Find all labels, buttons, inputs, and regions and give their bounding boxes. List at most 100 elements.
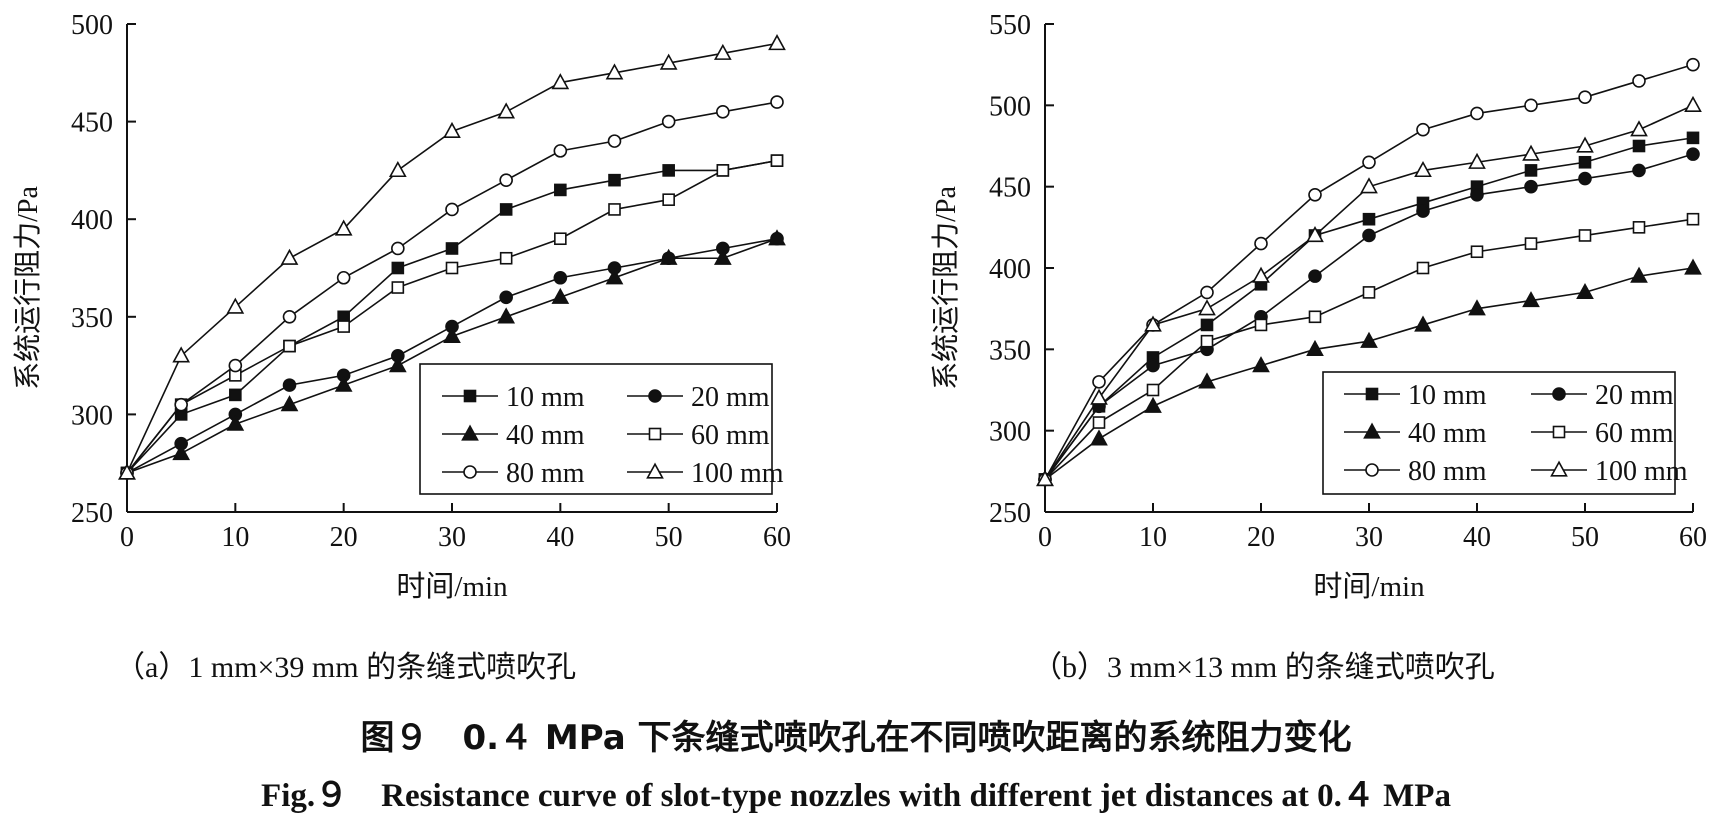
x-tick-label: 30 (1355, 522, 1383, 553)
x-tick-label: 20 (1247, 522, 1275, 553)
data-point (1522, 144, 1540, 161)
legend-marker (646, 462, 664, 479)
data-point (499, 203, 513, 216)
data-point (551, 287, 570, 304)
data-point (661, 114, 676, 129)
data-point (226, 297, 245, 314)
y-tick-label: 250 (989, 498, 1031, 529)
y-tick-label: 550 (989, 10, 1031, 41)
x-tick-label: 60 (1679, 522, 1707, 553)
x-tick-label: 10 (1139, 522, 1167, 553)
data-point (1686, 131, 1700, 145)
data-point (1576, 136, 1594, 153)
data-point (336, 270, 351, 285)
data-point (280, 248, 299, 265)
data-point (1414, 160, 1432, 178)
data-point (445, 242, 459, 255)
data-point (1362, 228, 1376, 243)
data-point (1416, 261, 1430, 275)
data-point (662, 164, 675, 177)
data-point (1578, 155, 1592, 169)
y-tick-label: 250 (71, 498, 113, 529)
data-point (1632, 139, 1646, 153)
y-axis-label: 系统运行阻力/Pa (930, 186, 962, 390)
data-point (713, 248, 732, 265)
data-point (659, 248, 678, 265)
data-point (1090, 429, 1108, 446)
legend-marker (648, 427, 662, 441)
data-point (228, 358, 243, 373)
data-point (1470, 106, 1484, 121)
legend-label: 80 mm (1408, 456, 1487, 487)
figure-caption-cn: 图９ 0.４ MPa 下条缝式喷吹孔在不同喷吹距离的系统阻力变化 (360, 718, 1352, 758)
y-tick-label: 300 (989, 417, 1031, 448)
data-point (1146, 383, 1160, 397)
data-point (713, 43, 732, 60)
data-point (1686, 212, 1700, 226)
x-tick-label: 20 (330, 522, 358, 553)
data-point (1308, 188, 1322, 202)
series-100-mm (118, 34, 786, 480)
data-point (1254, 318, 1268, 332)
data-point (334, 219, 353, 236)
data-point (1144, 315, 1162, 332)
legend-label: 20 mm (1595, 380, 1674, 411)
data-point (1684, 95, 1702, 112)
data-point (554, 183, 567, 197)
subcaption-b: （b）3 mm×13 mm 的条缝式喷吹孔 (1032, 651, 1495, 684)
data-point (1198, 372, 1216, 389)
data-point (1090, 388, 1108, 405)
data-point (1578, 171, 1592, 186)
legend-label: 80 mm (506, 458, 585, 489)
series-60-mm (1038, 212, 1700, 486)
x-tick-label: 30 (438, 522, 466, 553)
data-point (716, 164, 730, 177)
subcaption-a: （a）1 mm×39 mm 的条缝式喷吹孔 (115, 651, 577, 684)
x-tick-label: 40 (1463, 522, 1491, 553)
data-point (1252, 266, 1270, 283)
data-point (1146, 358, 1160, 373)
data-point (443, 326, 461, 343)
legend-marker (1552, 387, 1566, 401)
data-point (391, 261, 405, 275)
legend-marker (461, 424, 479, 441)
y-tick-label: 350 (71, 303, 113, 334)
x-axis-label: 时间/min (396, 570, 508, 603)
data-point (1306, 226, 1324, 243)
data-point (334, 375, 353, 392)
x-tick-label: 10 (221, 522, 249, 553)
data-point (1198, 299, 1216, 316)
y-tick-label: 400 (71, 205, 113, 236)
data-point (1686, 57, 1700, 72)
data-point (1200, 285, 1214, 300)
data-point (1632, 221, 1646, 234)
data-point (1416, 122, 1430, 137)
data-point (770, 154, 784, 167)
data-point (1524, 98, 1538, 113)
legend-label: 40 mm (506, 420, 585, 451)
legend-label: 100 mm (691, 458, 784, 489)
data-point (1470, 245, 1484, 259)
data-point (283, 339, 296, 353)
data-point (1524, 179, 1538, 194)
data-point (174, 397, 188, 412)
data-point (118, 463, 136, 480)
data-point (499, 251, 513, 265)
data-point (1578, 229, 1592, 242)
data-point (605, 268, 624, 285)
legend: 10 mm 20 mm 40 mm 60 mm 80 mm 100 mm (419, 363, 784, 495)
y-tick-label: 350 (989, 335, 1031, 366)
x-tick-label: 60 (763, 522, 791, 553)
data-point (1200, 318, 1214, 332)
data-point (608, 203, 621, 216)
legend-label: 100 mm (1595, 456, 1688, 487)
data-point (1414, 315, 1432, 332)
legend-marker (648, 389, 662, 403)
data-point (443, 121, 461, 139)
data-point (1092, 416, 1106, 429)
data-point (1684, 258, 1702, 275)
data-point (445, 202, 459, 217)
data-point (388, 160, 407, 178)
data-point (388, 356, 407, 373)
data-point (1630, 120, 1648, 137)
